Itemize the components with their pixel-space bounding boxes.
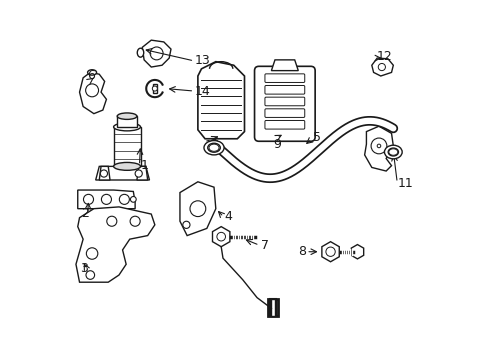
Text: 12: 12 (376, 50, 391, 63)
Circle shape (190, 201, 205, 217)
Polygon shape (99, 166, 110, 180)
Polygon shape (350, 244, 363, 259)
Ellipse shape (388, 149, 397, 155)
FancyBboxPatch shape (264, 109, 304, 117)
Circle shape (150, 47, 163, 60)
Polygon shape (142, 40, 171, 67)
Circle shape (325, 247, 335, 256)
Text: 6: 6 (87, 69, 95, 82)
Polygon shape (152, 84, 157, 93)
Circle shape (217, 232, 225, 241)
Ellipse shape (387, 148, 398, 156)
Ellipse shape (376, 144, 380, 148)
Circle shape (83, 194, 93, 204)
Polygon shape (364, 126, 392, 171)
Bar (117, 116, 137, 127)
Text: 11: 11 (397, 177, 413, 190)
Text: 4: 4 (224, 211, 232, 224)
FancyBboxPatch shape (264, 97, 304, 106)
Circle shape (106, 216, 117, 226)
Text: 8: 8 (298, 245, 305, 258)
Polygon shape (78, 190, 135, 209)
Circle shape (86, 271, 94, 279)
Text: 9: 9 (272, 138, 280, 151)
Polygon shape (96, 166, 149, 180)
Ellipse shape (117, 113, 137, 120)
Text: 3: 3 (80, 262, 88, 275)
Circle shape (119, 194, 129, 204)
Circle shape (100, 170, 107, 177)
Bar (269, 300, 276, 316)
Polygon shape (198, 62, 244, 139)
Ellipse shape (384, 145, 401, 159)
Ellipse shape (137, 48, 143, 57)
Ellipse shape (87, 70, 96, 75)
Polygon shape (137, 166, 147, 180)
Text: 13: 13 (195, 54, 210, 67)
Bar (271, 300, 274, 316)
Text: 2: 2 (81, 207, 88, 220)
FancyBboxPatch shape (254, 66, 314, 141)
Circle shape (152, 86, 157, 91)
Ellipse shape (208, 144, 219, 151)
Circle shape (101, 194, 111, 204)
Polygon shape (212, 226, 229, 247)
Circle shape (378, 63, 385, 71)
Text: 5: 5 (313, 131, 321, 144)
Polygon shape (271, 60, 298, 71)
Ellipse shape (113, 162, 140, 170)
Text: 10: 10 (204, 139, 220, 153)
Circle shape (135, 170, 142, 177)
Polygon shape (180, 182, 215, 235)
Text: 7: 7 (260, 239, 268, 252)
Text: 14: 14 (195, 85, 210, 98)
Polygon shape (76, 207, 155, 282)
FancyBboxPatch shape (264, 74, 304, 82)
Polygon shape (321, 242, 339, 262)
Bar (267, 300, 278, 316)
Circle shape (370, 138, 386, 154)
FancyBboxPatch shape (264, 86, 304, 94)
Circle shape (183, 221, 190, 228)
Ellipse shape (207, 143, 220, 152)
Ellipse shape (113, 123, 140, 131)
Circle shape (86, 248, 98, 259)
Circle shape (130, 197, 136, 202)
Polygon shape (80, 72, 106, 114)
FancyBboxPatch shape (264, 121, 304, 129)
Circle shape (130, 216, 140, 226)
Ellipse shape (203, 140, 224, 155)
Circle shape (85, 84, 99, 97)
Polygon shape (371, 58, 392, 76)
Bar (113, 127, 140, 166)
Text: 1: 1 (140, 159, 148, 172)
